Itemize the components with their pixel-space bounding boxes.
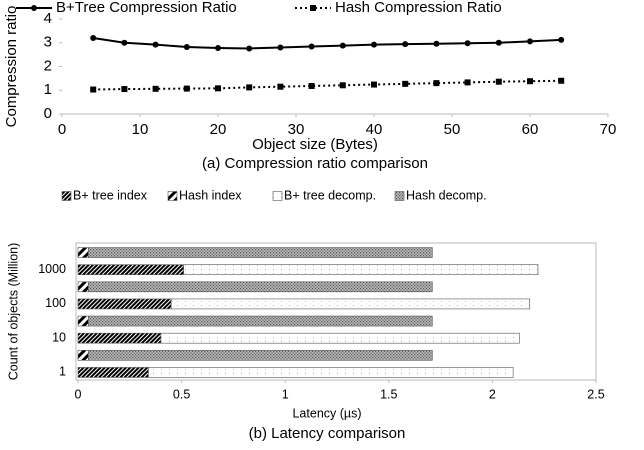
marker	[433, 80, 440, 87]
bar-segment	[77, 247, 89, 258]
series-line	[93, 79, 562, 91]
y-tick-label: 1000	[38, 262, 66, 276]
x-tick-label: 40	[366, 121, 383, 138]
marker	[215, 44, 221, 51]
legend-swatch	[272, 191, 283, 201]
marker	[215, 85, 221, 92]
x-tick-label: 60	[522, 121, 539, 138]
marker	[464, 40, 471, 47]
series-line	[93, 37, 562, 50]
x-tick-label: 2.5	[587, 387, 604, 401]
bar-segment	[77, 350, 89, 361]
x-tick-label: 50	[444, 121, 461, 138]
marker	[183, 44, 190, 51]
legend-label: B+Tree Compression Ratio	[56, 0, 237, 16]
marker	[495, 39, 502, 46]
x-tick-label: 2	[489, 387, 496, 401]
legend-label: B+ tree decomp.	[284, 188, 376, 202]
marker	[558, 36, 565, 43]
plot-border	[75, 242, 597, 381]
bar-segment	[77, 264, 184, 275]
x-tick-label: 20	[210, 121, 227, 138]
bar-segment	[88, 247, 433, 258]
x-tick-label: 0	[75, 387, 82, 401]
marker	[277, 83, 284, 90]
marker	[308, 43, 315, 50]
marker	[246, 45, 253, 52]
x-tick-label: 1.5	[380, 387, 397, 401]
x-tick-label: 70	[600, 121, 617, 138]
marker	[402, 80, 409, 87]
marker	[310, 5, 316, 11]
marker	[152, 41, 159, 48]
bar-segment	[160, 332, 520, 344]
bar-segment	[88, 281, 433, 293]
bar-segment	[77, 298, 172, 310]
legend-label: Hash decomp.	[406, 188, 487, 202]
bar-segment	[77, 367, 149, 378]
marker	[31, 5, 37, 11]
x-tick-label: 30	[288, 121, 305, 138]
marker	[339, 82, 346, 89]
marker	[433, 40, 440, 47]
bar-segment	[183, 264, 539, 275]
legend-label: Hash Compression Ratio	[335, 0, 502, 16]
marker	[121, 39, 128, 46]
y-tick-label: 100	[45, 296, 66, 310]
marker	[183, 85, 190, 92]
marker	[339, 42, 346, 49]
legend-label: B+ tree index	[73, 188, 148, 202]
y-tick-label: 0	[44, 105, 52, 122]
marker	[152, 85, 159, 92]
bar-segment	[77, 315, 89, 327]
bar-segment	[88, 315, 433, 327]
legend-swatch	[167, 191, 178, 201]
bar-segment	[77, 281, 89, 293]
marker	[371, 41, 377, 48]
caption: (a) Compression ratio comparison	[202, 155, 428, 172]
y-tick-label: 3	[44, 34, 52, 51]
marker	[90, 35, 97, 41]
x-tick-label: 0.5	[173, 387, 190, 401]
marker	[527, 38, 533, 45]
marker	[464, 79, 471, 86]
bar-segment	[148, 367, 514, 378]
x-tick-label: 10	[132, 121, 149, 138]
y-tick-label: 10	[52, 330, 66, 344]
marker	[371, 81, 377, 88]
caption: (b) Latency comparison	[249, 425, 406, 442]
y-tick-label: 1	[44, 81, 52, 98]
legend-swatch	[61, 191, 72, 201]
marker	[121, 86, 128, 93]
legend-swatch	[394, 191, 405, 201]
marker	[402, 41, 409, 48]
y-axis-label: Compression ratio	[3, 6, 20, 128]
bar-segment	[88, 350, 433, 361]
marker	[308, 82, 315, 89]
marker	[558, 77, 565, 84]
y-axis-label: Count of objects (Million)	[6, 243, 20, 381]
y-tick-label: 4	[44, 10, 52, 27]
bar-segment	[77, 332, 162, 344]
x-axis-label: Object size (Bytes)	[252, 136, 378, 153]
marker	[277, 44, 284, 51]
legend-label: Hash index	[179, 188, 242, 202]
y-tick-label: 2	[44, 57, 52, 74]
marker	[527, 78, 533, 85]
y-tick-label: 1	[59, 365, 66, 379]
marker	[90, 86, 97, 93]
x-axis-label: Latency (µs)	[292, 406, 361, 420]
x-tick-label: 0	[58, 121, 66, 138]
bar-segment	[170, 298, 530, 310]
x-tick-label: 1	[282, 387, 289, 401]
marker	[495, 78, 502, 85]
marker	[246, 84, 253, 91]
